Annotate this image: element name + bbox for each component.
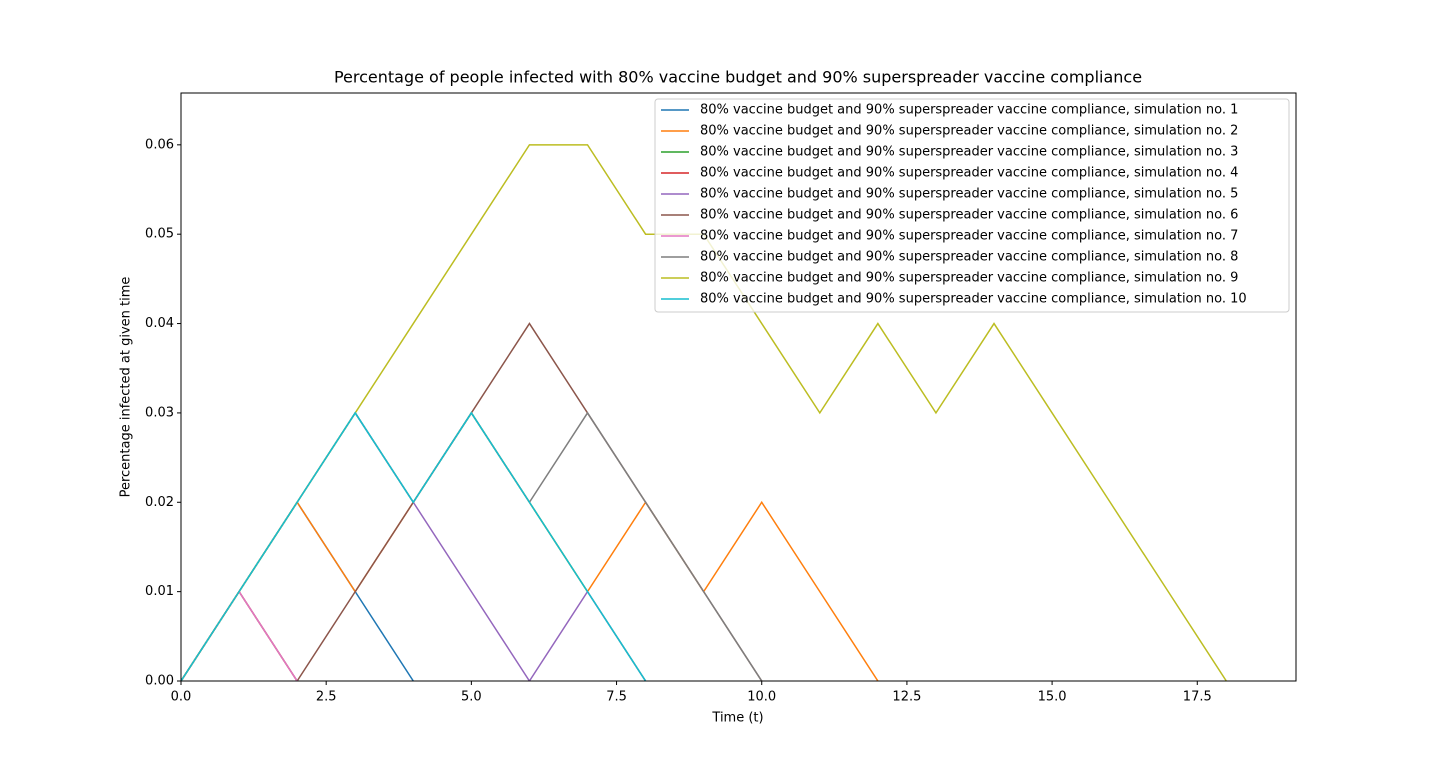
chart-title: Percentage of people infected with 80% v… [334,68,1142,87]
y-tick-label: 0.02 [145,495,174,510]
y-tick-label: 0.06 [145,137,174,152]
x-tick-label: 15.0 [1038,690,1067,705]
y-axis-label: Percentage infected at given time [119,277,134,498]
legend-label: 80% vaccine budget and 90% superspreader… [700,145,1238,160]
legend-label: 80% vaccine budget and 90% superspreader… [700,103,1238,118]
legend-label: 80% vaccine budget and 90% superspreader… [700,187,1238,202]
x-tick-label: 2.5 [316,690,337,705]
x-axis-label: Time (t) [711,711,763,726]
legend-label: 80% vaccine budget and 90% superspreader… [700,229,1238,244]
y-tick-label: 0.05 [145,227,174,242]
x-tick-label: 7.5 [606,690,627,705]
legend-label: 80% vaccine budget and 90% superspreader… [700,208,1238,223]
y-tick-label: 0.04 [145,316,174,331]
legend-label: 80% vaccine budget and 90% superspreader… [700,250,1238,265]
x-tick-label: 5.0 [461,690,482,705]
legend-label: 80% vaccine budget and 90% superspreader… [700,292,1247,307]
legend-label: 80% vaccine budget and 90% superspreader… [700,271,1238,286]
y-tick-label: 0.01 [145,584,174,599]
x-tick-label: 17.5 [1183,690,1212,705]
y-tick-label: 0.00 [145,674,174,689]
legend-label: 80% vaccine budget and 90% superspreader… [700,124,1238,139]
y-tick-label: 0.03 [145,405,174,420]
plot-frame [180,92,1297,682]
legend-label: 80% vaccine budget and 90% superspreader… [700,166,1238,181]
legend-box [654,98,1290,313]
x-tick-label: 0.0 [171,690,192,705]
x-tick-label: 12.5 [892,690,921,705]
x-tick-label: 10.0 [747,690,776,705]
series-line [181,411,647,681]
